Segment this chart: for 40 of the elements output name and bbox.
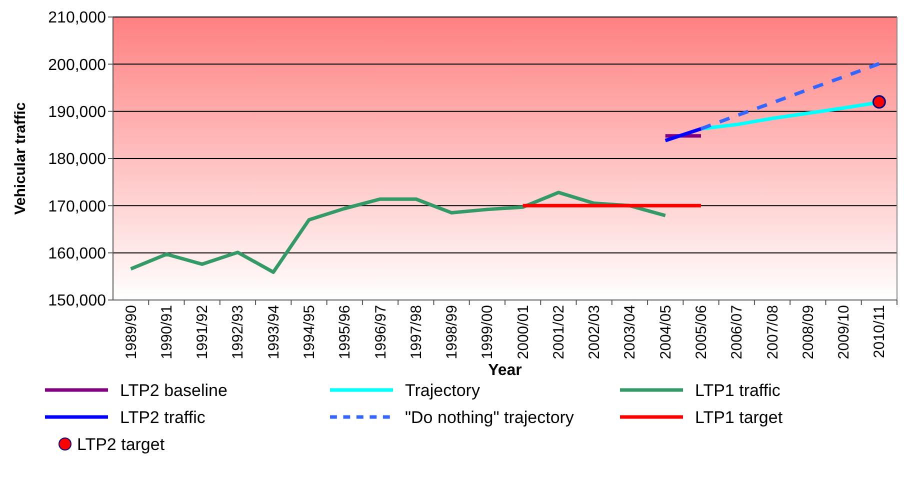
legend-label: LTP2 baseline [120,381,228,400]
x-tick-label: 1993/94 [265,305,282,360]
x-tick-label: 2009/10 [836,305,853,360]
line-series [699,62,881,131]
legend-label: LTP2 traffic [120,408,206,427]
y-tick-label: 210,000 [48,10,106,27]
y-tick-label: 190,000 [48,104,106,121]
x-tick-label: 2003/04 [622,305,639,360]
x-tick-label: 1995/96 [336,305,354,360]
legend-label: Trajectory [405,381,480,400]
x-tick-label: 2000/01 [514,305,532,360]
y-tick-label: 160,000 [48,245,106,262]
x-tick-label: 2010/11 [871,305,888,358]
x-tick-label: 1999/00 [479,305,496,360]
x-tick-label: 1992/93 [230,305,247,360]
x-tick-label: 2001/02 [550,305,568,360]
y-axis-title: Vehicular traffic [12,102,29,215]
x-tick-label: 1997/98 [408,305,425,360]
x-tick-label: 1996/97 [372,305,390,360]
x-tick-label: 1991/92 [194,305,212,360]
line-series [129,190,668,274]
x-tick-label: 1990/91 [158,305,176,360]
x-tick-label: 2008/09 [800,305,817,360]
y-tick-label: 170,000 [48,198,106,216]
x-tick-label: 2002/03 [586,305,604,360]
legend-label: "Do nothing" trajectory [405,408,574,427]
x-tick-label: 1989/90 [122,305,140,360]
y-tick-label: 150,000 [48,292,106,310]
x-tick-label: 2007/08 [764,305,782,360]
x-tick-label: 2005/06 [693,305,710,360]
x-tick-label: 1998/99 [444,305,461,360]
x-tick-label: 2004/05 [657,305,674,360]
x-tick-label: 1994/95 [301,305,318,360]
y-tick-label: 180,000 [48,151,106,168]
y-tick-label: 200,000 [48,56,106,74]
legend-label: LTP1 traffic [695,381,781,400]
legend-label: LTP1 target [695,408,783,427]
legend-label: LTP2 target [77,435,165,454]
x-axis-title: Year [488,362,522,379]
x-tick-label: 2006/07 [728,305,746,360]
